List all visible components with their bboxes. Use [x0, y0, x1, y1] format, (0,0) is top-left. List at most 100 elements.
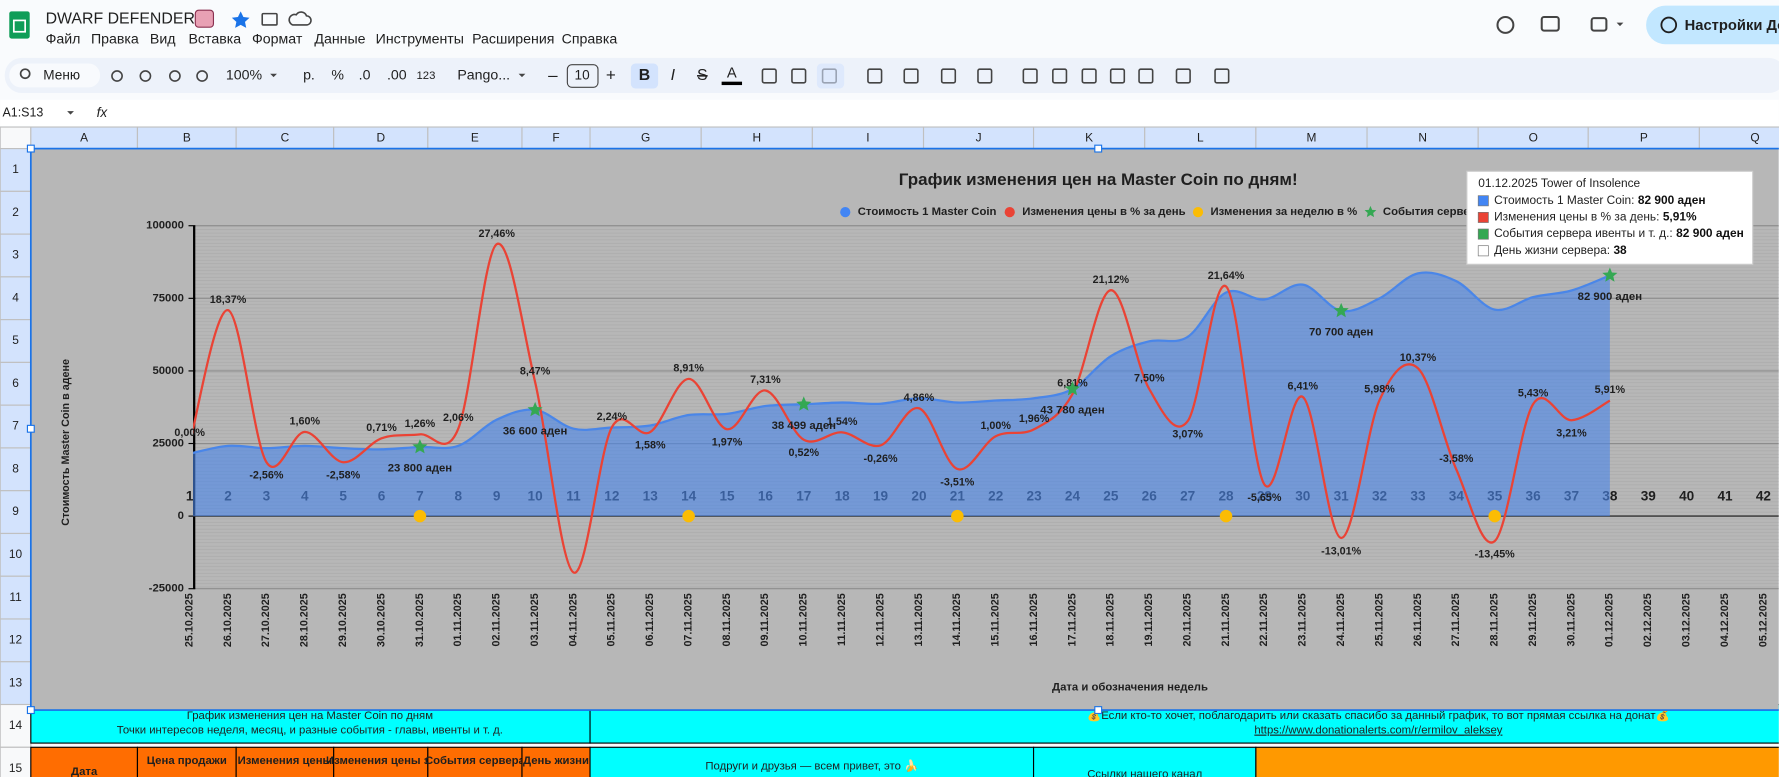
row-header[interactable] [0, 703, 32, 748]
column-header-label[interactable]: A [80, 131, 88, 145]
row-header-label[interactable]: 5 [12, 333, 19, 347]
menu-item[interactable]: Файл [46, 31, 81, 47]
name-box[interactable]: A1:S13 [2, 106, 43, 120]
toolbar-icon[interactable] [761, 68, 777, 84]
column-header-label[interactable]: E [471, 131, 479, 145]
column-header-label[interactable]: O [1529, 131, 1538, 145]
row-header-label[interactable]: 10 [9, 547, 23, 561]
resize-handle[interactable] [26, 144, 35, 153]
menu-item[interactable]: Вставка [188, 31, 241, 47]
legend-label[interactable]: Изменения цены в % за день [1022, 206, 1185, 218]
row-header-label[interactable]: 8 [12, 461, 19, 475]
meet-icon[interactable] [1590, 17, 1608, 32]
toolbar-icon[interactable] [1109, 68, 1126, 84]
row-header-label[interactable]: 4 [12, 290, 19, 304]
cell-row15[interactable] [235, 746, 335, 777]
legend-label[interactable]: События сервера ивенты и т. д. [1383, 206, 1563, 218]
resize-handle[interactable] [1094, 144, 1103, 153]
menu-search[interactable] [9, 63, 101, 88]
toolbar-currency[interactable]: р. [303, 68, 315, 84]
row-header[interactable] [0, 746, 32, 777]
cell-row14-right[interactable] [589, 703, 1779, 744]
cell-row15[interactable] [589, 746, 1035, 777]
toolbar-icon[interactable] [791, 68, 807, 84]
column-header[interactable] [1698, 126, 1779, 150]
row-header-label[interactable]: 13 [9, 675, 23, 689]
column-header-label[interactable]: Q [1750, 131, 1759, 145]
toolbar-icon[interactable] [1175, 68, 1191, 84]
toolbar-decimal-more[interactable]: .00 [387, 68, 407, 84]
column-header-label[interactable]: K [1085, 131, 1093, 145]
donation-link[interactable]: https://www.donationalerts.com/r/ermilov… [1254, 725, 1502, 737]
resize-handle[interactable] [26, 706, 35, 715]
column-header-label[interactable]: B [183, 131, 191, 145]
row-header-label[interactable]: 7 [12, 419, 19, 433]
toolbar-icon[interactable] [1081, 68, 1097, 84]
doc-title[interactable]: DWARF DEFENDERS! [46, 10, 210, 27]
legend-label[interactable]: Стоимость 1 Master Coin [858, 206, 997, 218]
menu-item[interactable]: Данные [314, 31, 365, 47]
row-header-label[interactable]: 2 [12, 205, 19, 219]
column-header-label[interactable]: P [1640, 131, 1648, 145]
row-header[interactable] [0, 618, 32, 663]
legend-label[interactable]: Изменения за неделю в % [1211, 206, 1358, 218]
menu-item[interactable]: Инструменты [376, 31, 464, 47]
history-icon[interactable] [1496, 15, 1515, 34]
toolbar-icon[interactable] [1214, 68, 1230, 84]
resize-handle[interactable] [1094, 706, 1103, 715]
column-header-label[interactable]: D [376, 131, 385, 145]
menu-item[interactable]: Правка [91, 31, 139, 47]
sheets-logo[interactable] [9, 11, 30, 39]
font-size-plus[interactable]: + [606, 65, 616, 84]
toolbar-number-format[interactable]: 123 [416, 70, 435, 82]
toolbar-icon[interactable] [1138, 68, 1154, 84]
font-size-value[interactable]: 10 [575, 68, 591, 83]
row-header-label[interactable]: 3 [12, 248, 19, 262]
toolbar-percent[interactable]: % [331, 68, 344, 84]
font-size-minus[interactable]: – [548, 65, 558, 84]
column-header-label[interactable]: C [281, 131, 290, 145]
column-header-label[interactable]: L [1197, 131, 1204, 145]
menu-item[interactable]: Справка [562, 31, 618, 47]
toolbar-font[interactable]: Pango... [457, 68, 510, 84]
column-header-label[interactable]: F [552, 131, 559, 145]
font-size-box[interactable] [566, 64, 599, 88]
column-header-label[interactable]: H [752, 131, 761, 145]
column-header-label[interactable]: N [1418, 131, 1427, 145]
undo-icon[interactable] [111, 70, 123, 82]
cloud-icon[interactable] [288, 11, 312, 26]
toolbar-icon[interactable] [1052, 68, 1068, 84]
row-header-label[interactable]: 1 [12, 162, 19, 176]
row-header-label[interactable]: 11 [9, 590, 22, 604]
cell-row15[interactable] [1032, 746, 1257, 777]
row-header-label[interactable]: 9 [12, 504, 19, 518]
paint-format-icon[interactable] [196, 70, 209, 82]
text-color-button[interactable]: A [727, 66, 737, 82]
menu-item[interactable]: Вид [150, 31, 176, 47]
resize-handle[interactable] [26, 424, 35, 433]
move-icon[interactable] [261, 12, 278, 26]
strike-button[interactable]: S [697, 67, 708, 84]
print-icon[interactable] [168, 70, 181, 82]
column-header-label[interactable]: G [641, 131, 650, 145]
row-header-label[interactable]: 15 [9, 761, 23, 775]
menu-item[interactable]: Формат [252, 31, 303, 47]
column-header-label[interactable]: J [976, 131, 982, 145]
toolbar-icon[interactable] [903, 68, 919, 84]
row-header[interactable] [0, 490, 32, 535]
comment-icon[interactable] [1540, 15, 1560, 32]
toolbar-decimal-less[interactable]: .0 [359, 68, 371, 84]
toolbar-icon[interactable] [940, 68, 957, 84]
cell-row14-left[interactable] [30, 703, 591, 744]
share-button[interactable] [1646, 5, 1779, 45]
toolbar-icon[interactable] [1022, 68, 1038, 84]
toolbar-zoom[interactable]: 100% [226, 68, 263, 84]
row-header-label[interactable]: 12 [9, 633, 23, 647]
row-header-label[interactable]: 6 [12, 376, 19, 390]
row-header-label[interactable]: 14 [9, 718, 23, 732]
column-header-label[interactable]: I [866, 131, 869, 145]
toolbar-icon[interactable] [977, 68, 993, 84]
bold-button[interactable]: B [639, 67, 650, 84]
row-header[interactable] [0, 190, 32, 235]
star-icon[interactable] [231, 11, 250, 28]
